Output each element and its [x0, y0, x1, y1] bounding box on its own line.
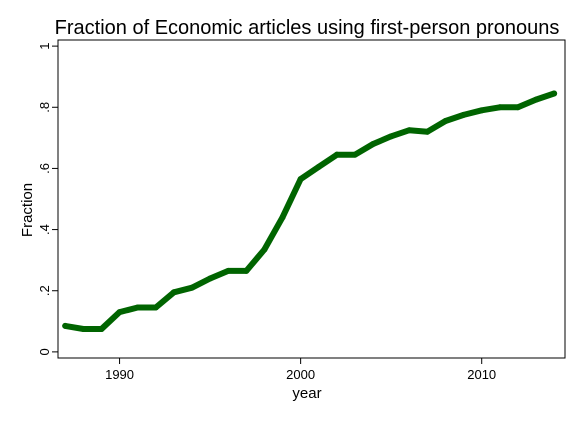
data-point: [80, 325, 87, 332]
data-point: [370, 140, 377, 147]
y-tick-label: .6: [37, 163, 52, 174]
data-point: [243, 267, 250, 274]
data-point: [315, 163, 322, 170]
x-tick-label: 1990: [105, 367, 134, 382]
data-point: [261, 246, 268, 253]
y-axis: 0 .2 .4 .6 .8 1: [37, 42, 58, 356]
x-axis-label: year: [292, 385, 321, 402]
data-point: [551, 90, 558, 97]
plot-area: [57, 39, 566, 359]
chart-title: Fraction of Economic articles using firs…: [55, 17, 560, 39]
y-tick-label: 1: [37, 42, 52, 49]
series-layer: [62, 90, 558, 332]
data-point: [388, 133, 395, 140]
data-point: [496, 104, 503, 111]
data-point: [351, 151, 358, 158]
data-point: [297, 176, 304, 183]
data-point: [225, 267, 232, 274]
y-tick-label: .8: [37, 102, 52, 113]
data-point: [62, 322, 69, 329]
data-point: [98, 325, 105, 332]
data-point: [478, 107, 485, 114]
data-point: [533, 96, 540, 103]
data-point: [207, 275, 214, 282]
data-point: [188, 284, 195, 291]
data-point: [460, 111, 467, 118]
data-point: [170, 289, 177, 296]
y-axis-label: Fraction: [19, 183, 36, 237]
y-tick-label: .4: [37, 224, 52, 235]
data-point: [279, 214, 286, 221]
series-line: [62, 90, 558, 332]
data-point: [152, 304, 159, 311]
x-axis: 1990 2000 2010: [105, 358, 496, 382]
data-point: [333, 151, 340, 158]
data-point: [442, 118, 449, 125]
x-tick-label: 2010: [467, 367, 496, 382]
plot-frame: [57, 39, 566, 359]
data-point: [406, 127, 413, 134]
data-point: [514, 104, 521, 111]
y-tick-label: 0: [37, 348, 52, 355]
data-point: [134, 304, 141, 311]
data-point: [424, 128, 431, 135]
y-tick-label: .2: [37, 285, 52, 296]
data-point: [116, 309, 123, 316]
x-tick-label: 2000: [286, 367, 315, 382]
